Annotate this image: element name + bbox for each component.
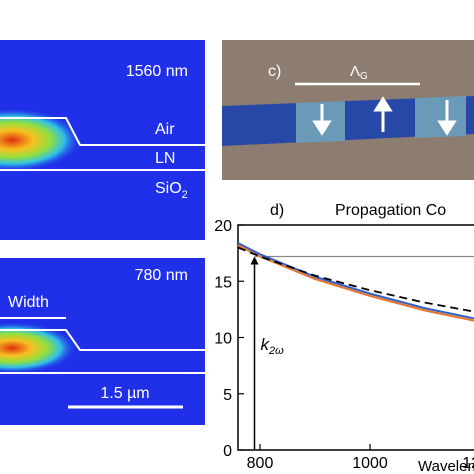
sio2-text: SiO [155,180,182,197]
arrow-head [312,120,332,136]
x-axis-label: Wavelen [418,458,474,474]
series-line [237,242,474,320]
chart-title: Propagation Co [335,202,446,219]
arrow-label-sub: 2ω [268,345,284,357]
period-sub: G [360,71,368,82]
poled-domain [415,96,466,138]
y-tick-label: 5 [223,387,232,404]
arrow-label: k2ω [261,335,285,357]
chart: d) Propagation Co Wavelen 0 5 10 15 20 800 100… [214,202,474,474]
arrow-head [373,96,393,112]
panel-label: d) [270,202,284,219]
arrow-label-text: k [261,335,271,354]
y-tick-label: 20 [214,218,232,235]
arrows [312,96,457,136]
y-tick-label: 0 [223,443,232,460]
x-tick-label: 1200 [462,455,474,472]
wavelength-label: 780 nm [135,267,188,284]
sio2-sub: 2 [182,189,188,201]
x-tick-label: 800 [247,455,274,472]
mode-top-panel: 1560 nm Air LN SiO2 [0,40,205,240]
mode-bottom-panel: 780 nm Width 1.5 µm [0,258,205,425]
wavelength-label: 1560 nm [126,63,188,80]
mode-field [0,108,82,172]
waveguide-strip [222,96,474,146]
period-label: ΛG [350,63,368,82]
panel-label: c) [268,63,281,80]
waveguide-outline [0,117,205,146]
scale-label: 1.5 µm [100,385,149,402]
arrow-head [250,256,259,265]
waveguide-outline [0,329,205,351]
sio2-label: SiO2 [155,180,188,201]
y-tick-label: 10 [214,331,232,348]
series-line [237,246,474,313]
air-label: Air [155,121,175,138]
width-label: Width [8,294,49,311]
sem-panel: c) ΛG [222,40,474,180]
y-tick-label: 15 [214,274,232,291]
period-symbol: Λ [350,63,360,80]
x-tick-label: 1000 [352,455,388,472]
arrow-head [437,120,457,136]
ln-label: LN [155,150,175,167]
mode-field [0,322,77,374]
